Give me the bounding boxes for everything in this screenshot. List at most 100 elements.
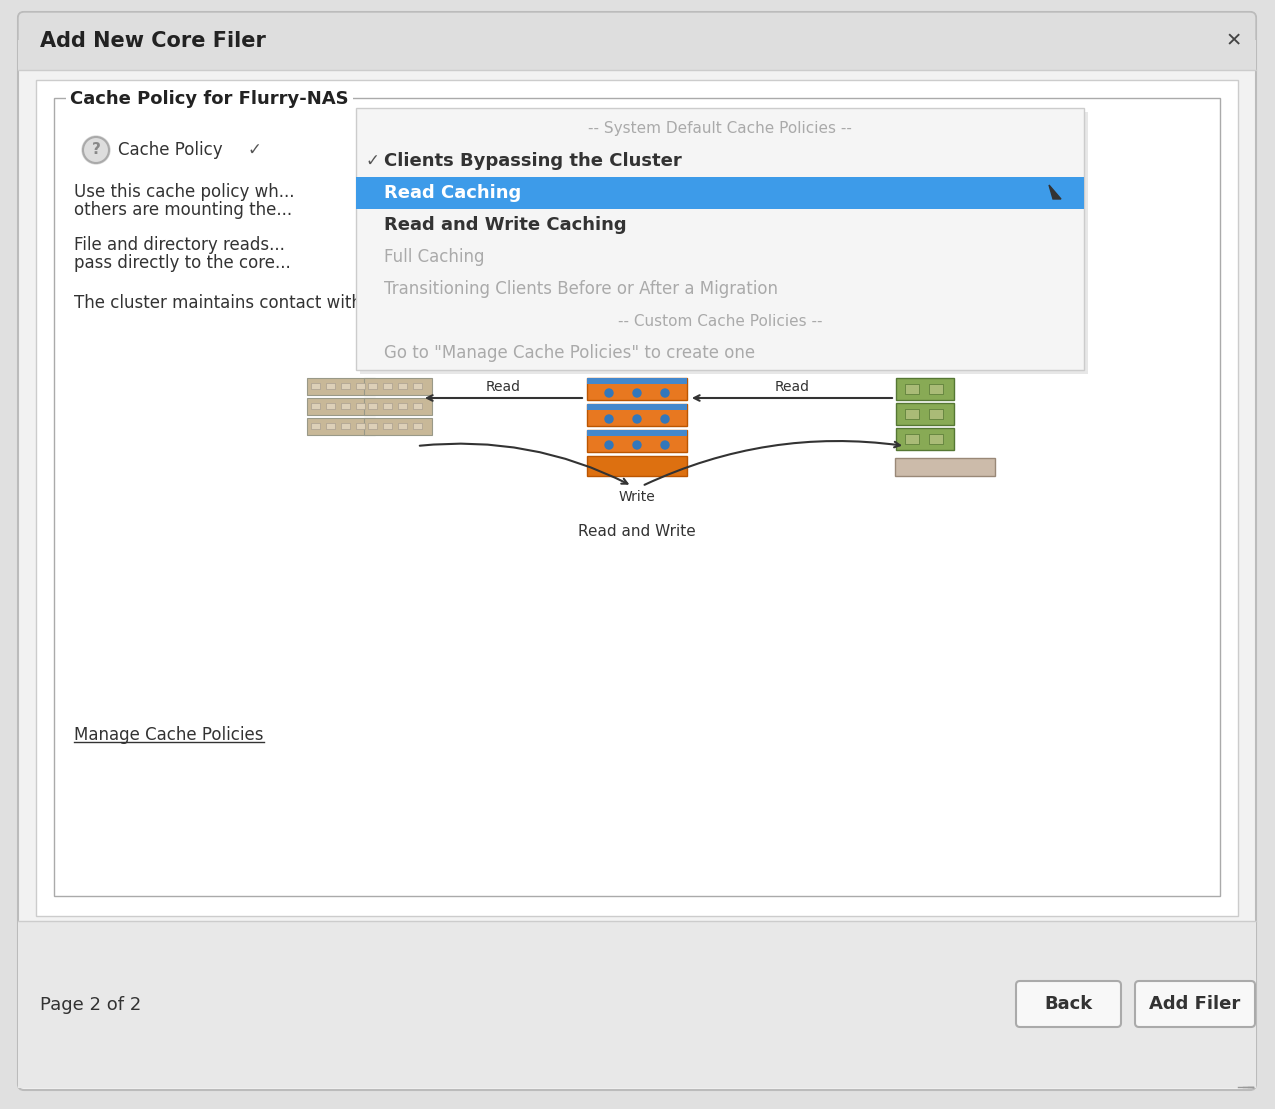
Text: Add New Core Filer: Add New Core Filer bbox=[40, 31, 266, 51]
Bar bbox=[36, 80, 1238, 916]
Bar bbox=[896, 428, 954, 450]
Text: -- System Default Cache Policies --: -- System Default Cache Policies -- bbox=[588, 122, 852, 136]
Bar bbox=[307, 418, 375, 435]
Text: Clients Bypassing the Cluster: Clients Bypassing the Cluster bbox=[384, 152, 682, 170]
Circle shape bbox=[632, 415, 641, 423]
Text: Clients: Clients bbox=[356, 349, 408, 364]
Circle shape bbox=[606, 441, 613, 449]
Bar bbox=[413, 383, 422, 389]
Bar bbox=[356, 108, 1084, 370]
Text: Read and Write: Read and Write bbox=[578, 523, 696, 539]
Text: Read: Read bbox=[774, 380, 810, 394]
Bar bbox=[896, 378, 954, 400]
Bar bbox=[896, 403, 954, 425]
Text: ✓: ✓ bbox=[366, 152, 380, 170]
Bar bbox=[326, 403, 335, 409]
Text: Core filer: Core filer bbox=[895, 349, 965, 364]
Bar bbox=[586, 404, 687, 410]
Text: Page 2 of 2: Page 2 of 2 bbox=[40, 996, 142, 1014]
Bar bbox=[368, 383, 377, 389]
Bar bbox=[18, 40, 1256, 70]
Bar bbox=[311, 403, 320, 409]
Bar bbox=[307, 398, 375, 415]
Bar bbox=[363, 398, 432, 415]
Bar bbox=[360, 112, 1088, 374]
Bar bbox=[929, 434, 944, 444]
Bar bbox=[368, 403, 377, 409]
Text: Go to "Manage Cache Policies" to create one: Go to "Manage Cache Policies" to create … bbox=[384, 344, 755, 362]
Bar bbox=[586, 430, 687, 452]
Text: Add Filer: Add Filer bbox=[1149, 995, 1241, 1013]
Circle shape bbox=[606, 415, 613, 423]
Polygon shape bbox=[1049, 185, 1061, 199]
Text: File and directory reads...: File and directory reads... bbox=[74, 236, 284, 254]
Text: ✓: ✓ bbox=[249, 141, 261, 159]
Text: ✕: ✕ bbox=[1225, 31, 1242, 51]
FancyBboxPatch shape bbox=[1135, 981, 1255, 1027]
Bar bbox=[363, 418, 432, 435]
Text: Cache Policy: Cache Policy bbox=[119, 141, 223, 159]
Bar bbox=[340, 403, 351, 409]
Bar bbox=[326, 423, 335, 429]
Bar bbox=[382, 403, 391, 409]
Circle shape bbox=[632, 441, 641, 449]
Text: Back: Back bbox=[1044, 995, 1093, 1013]
Bar bbox=[326, 383, 335, 389]
Text: ?: ? bbox=[92, 142, 101, 157]
Circle shape bbox=[606, 389, 613, 397]
Bar bbox=[356, 177, 1084, 208]
Bar bbox=[340, 423, 351, 429]
Text: -- Custom Cache Policies --: -- Custom Cache Policies -- bbox=[618, 314, 822, 328]
Bar bbox=[340, 383, 351, 389]
Bar bbox=[356, 383, 365, 389]
Text: Full Caching: Full Caching bbox=[384, 248, 484, 266]
Text: Transitioning Clients Before or After a Migration: Transitioning Clients Before or After a … bbox=[384, 279, 778, 298]
FancyBboxPatch shape bbox=[1016, 981, 1121, 1027]
Bar bbox=[586, 378, 687, 400]
Bar bbox=[363, 378, 432, 395]
Bar bbox=[586, 430, 687, 436]
Bar bbox=[413, 423, 422, 429]
Text: Write: Write bbox=[618, 490, 655, 503]
Text: The cluster maintains contact with the core filer to maintain file system consis: The cluster maintains contact with the c… bbox=[74, 294, 776, 312]
Bar bbox=[368, 423, 377, 429]
Text: pass directly to the core...: pass directly to the core... bbox=[74, 254, 291, 272]
Bar bbox=[311, 423, 320, 429]
Circle shape bbox=[82, 136, 110, 164]
Bar bbox=[54, 98, 1220, 896]
FancyBboxPatch shape bbox=[18, 12, 1256, 1090]
Bar bbox=[895, 458, 994, 476]
Bar bbox=[398, 383, 407, 389]
Text: Read and Write Caching: Read and Write Caching bbox=[384, 216, 626, 234]
Text: Cache Policy for Flurry-NAS: Cache Policy for Flurry-NAS bbox=[70, 90, 348, 108]
Text: others are mounting the...: others are mounting the... bbox=[74, 201, 292, 218]
Bar bbox=[905, 409, 919, 419]
Bar bbox=[586, 456, 687, 476]
Text: Use this cache policy wh...: Use this cache policy wh... bbox=[74, 183, 295, 201]
Bar bbox=[398, 403, 407, 409]
Bar bbox=[905, 434, 919, 444]
Circle shape bbox=[660, 441, 669, 449]
Bar bbox=[586, 378, 687, 384]
Bar bbox=[356, 423, 365, 429]
Bar bbox=[398, 423, 407, 429]
Bar bbox=[382, 383, 391, 389]
Bar bbox=[905, 384, 919, 394]
Circle shape bbox=[632, 389, 641, 397]
Bar bbox=[356, 403, 365, 409]
Bar bbox=[311, 383, 320, 389]
Text: Manage Cache Policies: Manage Cache Policies bbox=[74, 726, 264, 744]
Bar bbox=[382, 423, 391, 429]
Bar bbox=[929, 384, 944, 394]
Text: Read Caching: Read Caching bbox=[384, 184, 521, 202]
Bar bbox=[307, 378, 375, 395]
Bar bbox=[929, 409, 944, 419]
Bar bbox=[413, 403, 422, 409]
Circle shape bbox=[660, 415, 669, 423]
Text: Avere cluster: Avere cluster bbox=[586, 349, 687, 364]
Bar bbox=[586, 404, 687, 426]
Circle shape bbox=[660, 389, 669, 397]
Bar bbox=[18, 920, 1256, 1088]
FancyBboxPatch shape bbox=[18, 12, 1256, 70]
Text: Read: Read bbox=[486, 380, 521, 394]
